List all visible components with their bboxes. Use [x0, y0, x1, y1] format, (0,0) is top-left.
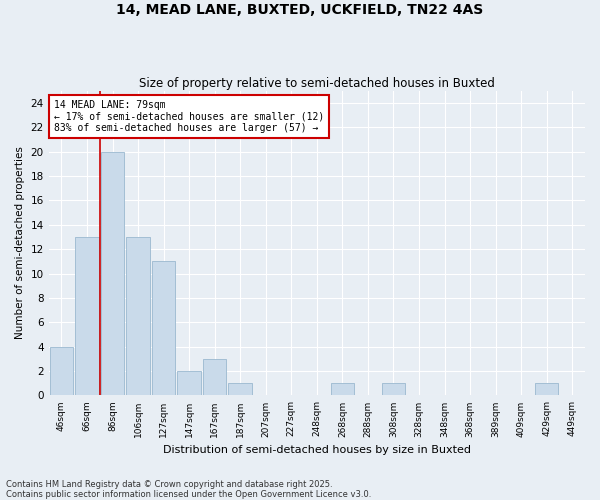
- Bar: [229, 383, 252, 396]
- Text: 14, MEAD LANE, BUXTED, UCKFIELD, TN22 4AS: 14, MEAD LANE, BUXTED, UCKFIELD, TN22 4A…: [116, 2, 484, 16]
- Bar: [75, 237, 99, 396]
- Bar: [382, 383, 405, 396]
- X-axis label: Distribution of semi-detached houses by size in Buxted: Distribution of semi-detached houses by …: [163, 445, 471, 455]
- Text: Contains HM Land Registry data © Crown copyright and database right 2025.
Contai: Contains HM Land Registry data © Crown c…: [6, 480, 371, 499]
- Bar: [535, 383, 559, 396]
- Title: Size of property relative to semi-detached houses in Buxted: Size of property relative to semi-detach…: [139, 76, 495, 90]
- Bar: [331, 383, 354, 396]
- Bar: [50, 346, 73, 396]
- Bar: [203, 359, 226, 396]
- Bar: [178, 371, 201, 396]
- Y-axis label: Number of semi-detached properties: Number of semi-detached properties: [15, 146, 25, 340]
- Bar: [152, 262, 175, 396]
- Text: 14 MEAD LANE: 79sqm
← 17% of semi-detached houses are smaller (12)
83% of semi-d: 14 MEAD LANE: 79sqm ← 17% of semi-detach…: [54, 100, 324, 133]
- Bar: [127, 237, 150, 396]
- Bar: [101, 152, 124, 396]
